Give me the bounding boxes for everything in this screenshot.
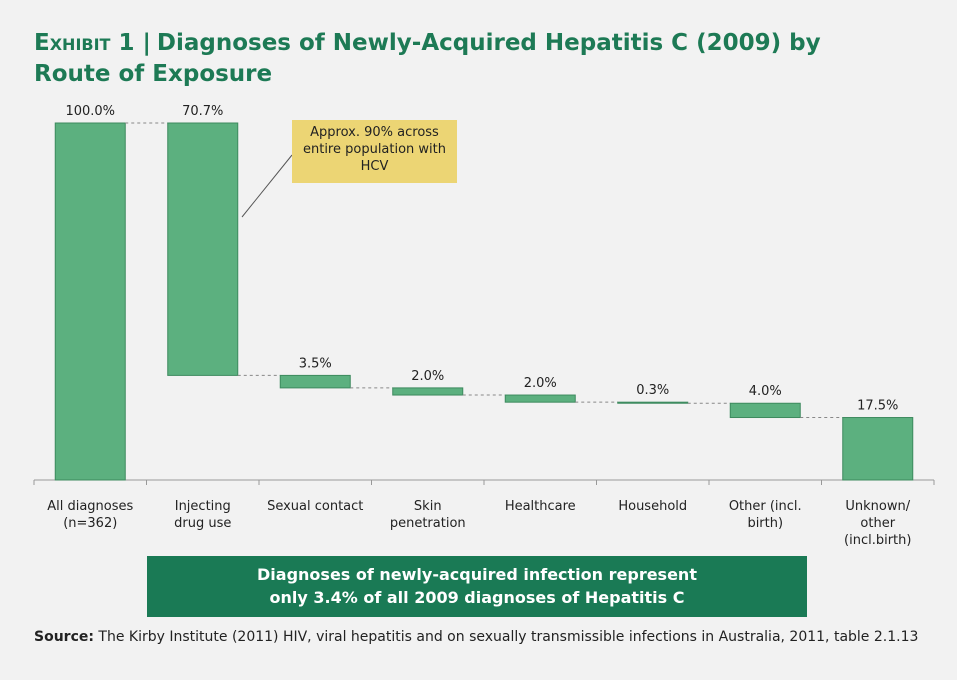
bar [617, 401, 689, 404]
x-tick-label: Injecting drug use [174, 499, 231, 531]
value-label: 4.0% [749, 384, 782, 399]
bar [279, 374, 351, 389]
source-text: The Kirby Institute (2011) HIV, viral he… [98, 629, 919, 645]
value-label: 0.3% [636, 383, 669, 398]
annotation-leader [241, 154, 293, 218]
callout: Diagnoses of newly-acquired infection re… [147, 556, 807, 617]
x-tick-label: Healthcare [505, 499, 576, 514]
title-block: Exhibit 1 | Diagnoses of Newly-Acquired H… [34, 28, 824, 90]
value-label: 100.0% [65, 104, 115, 119]
x-tick-label: Other (incl. birth) [729, 499, 802, 531]
value-label: 70.7% [182, 104, 223, 119]
bar [729, 402, 801, 419]
x-tick-label: Household [618, 499, 687, 514]
chart-title: Diagnoses of Newly-Acquired Hepatitis C … [34, 30, 821, 87]
annotation: Approx. 90% across entire population wit… [292, 120, 457, 183]
bar [504, 394, 576, 403]
source-label: Source: [34, 629, 94, 645]
value-label: 17.5% [857, 399, 898, 414]
value-label: 3.5% [299, 356, 332, 371]
value-label: 2.0% [411, 369, 444, 384]
bar [842, 417, 914, 481]
x-tick-label: Skin penetration [390, 499, 466, 531]
bar [392, 387, 464, 396]
x-tick-label: Sexual contact [267, 499, 363, 514]
value-label: 2.0% [524, 376, 557, 391]
exhibit-label: Exhibit 1 | [34, 30, 151, 56]
bar [54, 122, 126, 481]
x-tick-label: Unknown/other (incl.birth) [844, 499, 911, 548]
source: Source: The Kirby Institute (2011) HIV, … [34, 627, 924, 647]
x-tick-label: All diagnoses (n=362) [47, 499, 133, 531]
bar [167, 122, 239, 376]
